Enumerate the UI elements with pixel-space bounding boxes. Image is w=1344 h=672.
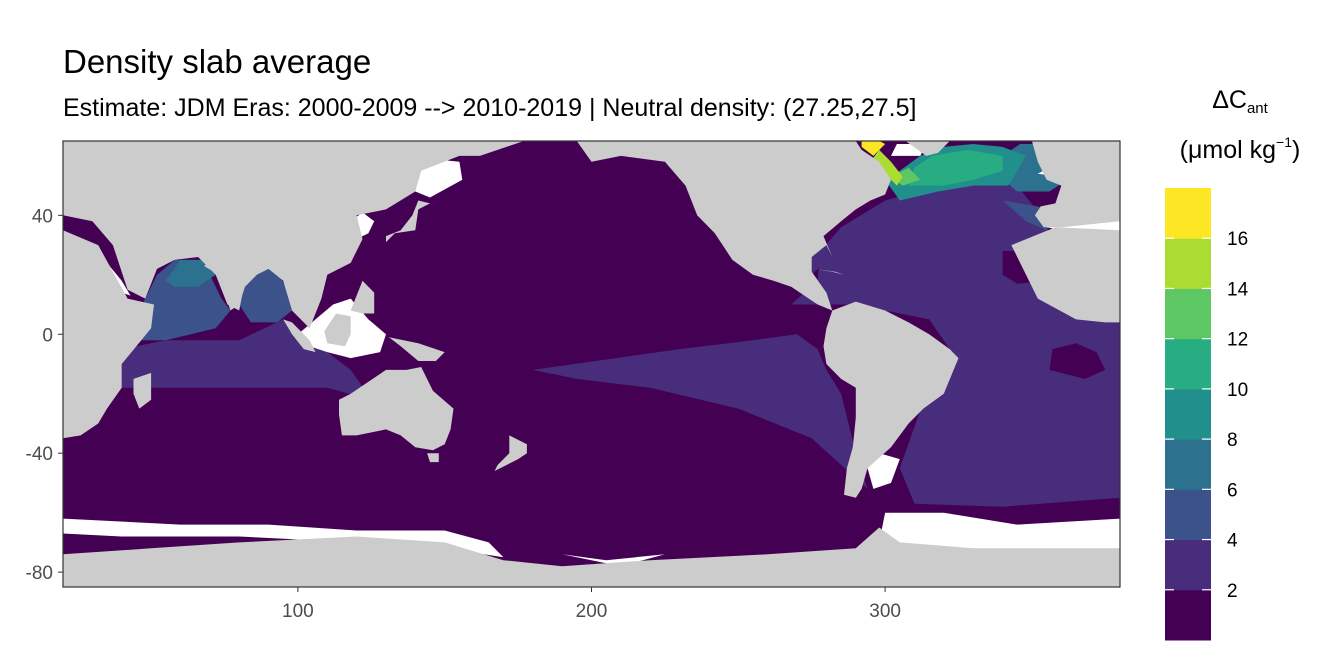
region-atlantic-east-dark bbox=[1049, 343, 1106, 379]
legend-tick-label: 2 bbox=[1227, 581, 1238, 602]
land-madagascar bbox=[133, 372, 152, 409]
no-data-ross bbox=[562, 554, 665, 567]
x-tick-label: 300 bbox=[869, 601, 901, 622]
land-europe bbox=[1031, 141, 1120, 228]
land-india bbox=[203, 259, 263, 311]
y-tick-label: -40 bbox=[26, 444, 53, 465]
land-tasmania bbox=[427, 453, 439, 463]
region-south-pacific-2to4 bbox=[532, 334, 868, 489]
region-bay-of-bengal bbox=[239, 268, 292, 323]
legend-color-bin bbox=[1165, 338, 1211, 390]
region-arabian-sea-north bbox=[165, 259, 216, 287]
y-tick-label: 0 bbox=[42, 325, 53, 346]
region-labrador-14to16 bbox=[870, 149, 903, 186]
legend-title-symbol: ΔCant bbox=[1212, 86, 1268, 117]
legend-color-bin bbox=[1165, 238, 1211, 289]
map-layers bbox=[63, 141, 1120, 587]
x-tick-label: 100 bbox=[282, 601, 314, 622]
legend-color-bin bbox=[1165, 288, 1211, 340]
land-south-america bbox=[823, 301, 959, 498]
legend-tick-label: 12 bbox=[1227, 330, 1248, 351]
land-new-guinea bbox=[388, 337, 445, 361]
legend-color-bin bbox=[1165, 539, 1211, 591]
land-africa bbox=[63, 230, 154, 439]
legend-color-bin bbox=[1165, 439, 1211, 490]
x-tick-label: 200 bbox=[576, 601, 608, 622]
chart-title: Density slab average bbox=[63, 43, 372, 80]
land-new-zealand bbox=[494, 435, 527, 471]
no-data-antarctic-shelf bbox=[63, 518, 504, 558]
legend-tick-label: 8 bbox=[1227, 430, 1238, 451]
region-indian-2to4 bbox=[121, 319, 372, 400]
legend-title-unit: (μmol kg−1) bbox=[1179, 134, 1301, 164]
no-data-red-sea bbox=[98, 245, 131, 296]
land-australia bbox=[339, 367, 454, 451]
land-north-america bbox=[576, 141, 891, 311]
land-greenland bbox=[905, 141, 950, 156]
region-labrador-16plus bbox=[861, 141, 886, 156]
legend-tick-label: 16 bbox=[1227, 229, 1248, 250]
legend-tick-label: 10 bbox=[1227, 380, 1248, 401]
y-tick-label: -80 bbox=[26, 563, 53, 584]
land-philippines bbox=[350, 280, 375, 314]
y-tick-label: 40 bbox=[32, 206, 53, 227]
land-borneo bbox=[324, 313, 351, 347]
legend-color-bin bbox=[1165, 388, 1211, 440]
region-labrador-10to12 bbox=[908, 149, 1003, 186]
legend-tick-label: 6 bbox=[1227, 480, 1238, 501]
no-data-patagonia-shelf bbox=[867, 453, 900, 489]
land-eurasia bbox=[63, 141, 533, 329]
land-west-africa bbox=[1011, 227, 1120, 323]
legend-color-bin bbox=[1165, 489, 1211, 540]
land-antarctica bbox=[63, 527, 1120, 587]
legend-tick-label: 4 bbox=[1227, 531, 1238, 552]
land-japan bbox=[386, 200, 430, 243]
land-sumatra bbox=[283, 319, 316, 353]
color-legend: 2 4 6 8 10 12 14 16 bbox=[1165, 188, 1249, 641]
chart-subtitle: Estimate: JDM Eras: 2000-2009 --> 2010-2… bbox=[63, 94, 917, 122]
legend-tick-label: 14 bbox=[1227, 279, 1249, 300]
legend-color-bin bbox=[1165, 589, 1211, 641]
legend-color-bin bbox=[1165, 188, 1211, 239]
